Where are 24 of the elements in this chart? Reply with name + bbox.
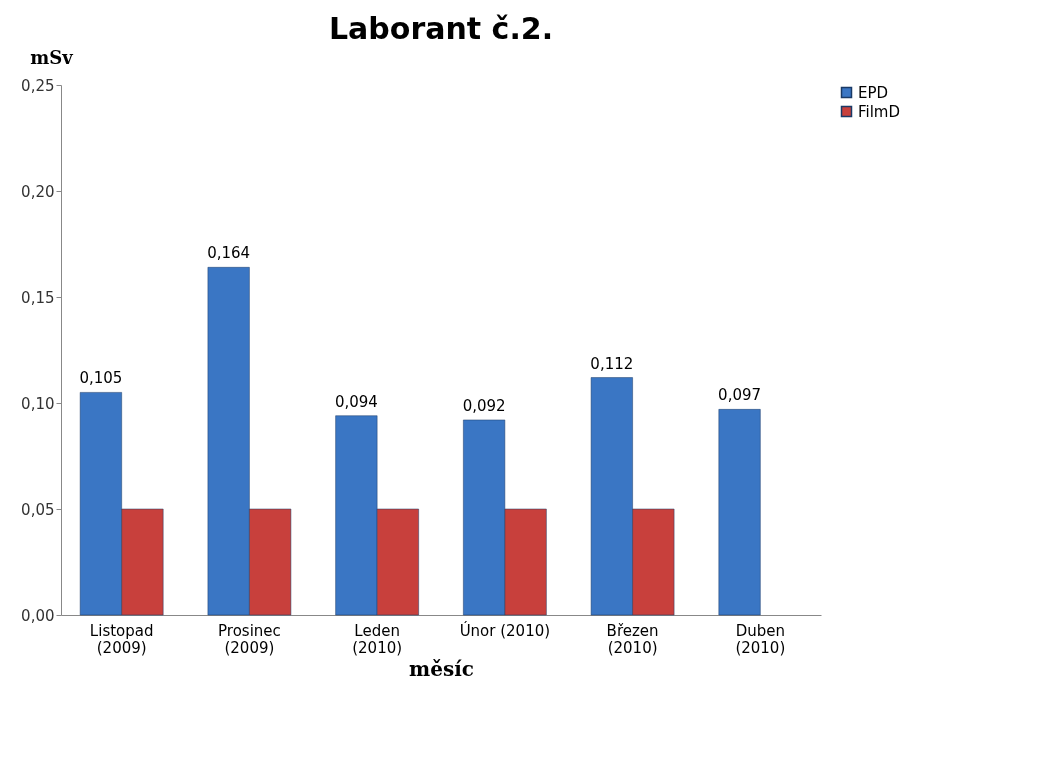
chart-title: Laborant č.2. — [328, 11, 554, 46]
y-tick-label: 0,05 — [21, 500, 55, 519]
data-label: 0,112 — [590, 354, 634, 373]
x-tick-label: Leden (2010) — [352, 621, 403, 657]
y-tick-label: 0,15 — [21, 288, 55, 307]
x-tick-label: Listopad (2009) — [89, 621, 154, 657]
data-label: 0,097 — [718, 386, 762, 405]
x-tick-label: Březen (2010) — [606, 621, 659, 657]
x-tick-label: Únor (2010) — [459, 620, 551, 640]
bar — [718, 409, 761, 616]
data-label: 0,094 — [334, 392, 378, 411]
x-tick-label: Prosinec (2009) — [218, 621, 281, 657]
data-label: 0,164 — [207, 244, 251, 263]
x-tick-label: Duben (2010) — [735, 621, 786, 657]
legend-label: EPD — [858, 83, 889, 102]
data-label: 0,105 — [79, 369, 123, 388]
y-tick-label: 0,10 — [21, 394, 55, 413]
y-axis-title: mSv — [30, 46, 74, 68]
y-tick-label: 0,25 — [21, 76, 55, 95]
data-label: 0,092 — [462, 396, 506, 415]
y-tick-label: 0,20 — [21, 182, 55, 201]
y-tick-label: 0,00 — [21, 606, 55, 625]
legend-label: FilmD — [858, 102, 901, 121]
x-axis-title: měsíc — [409, 656, 474, 681]
